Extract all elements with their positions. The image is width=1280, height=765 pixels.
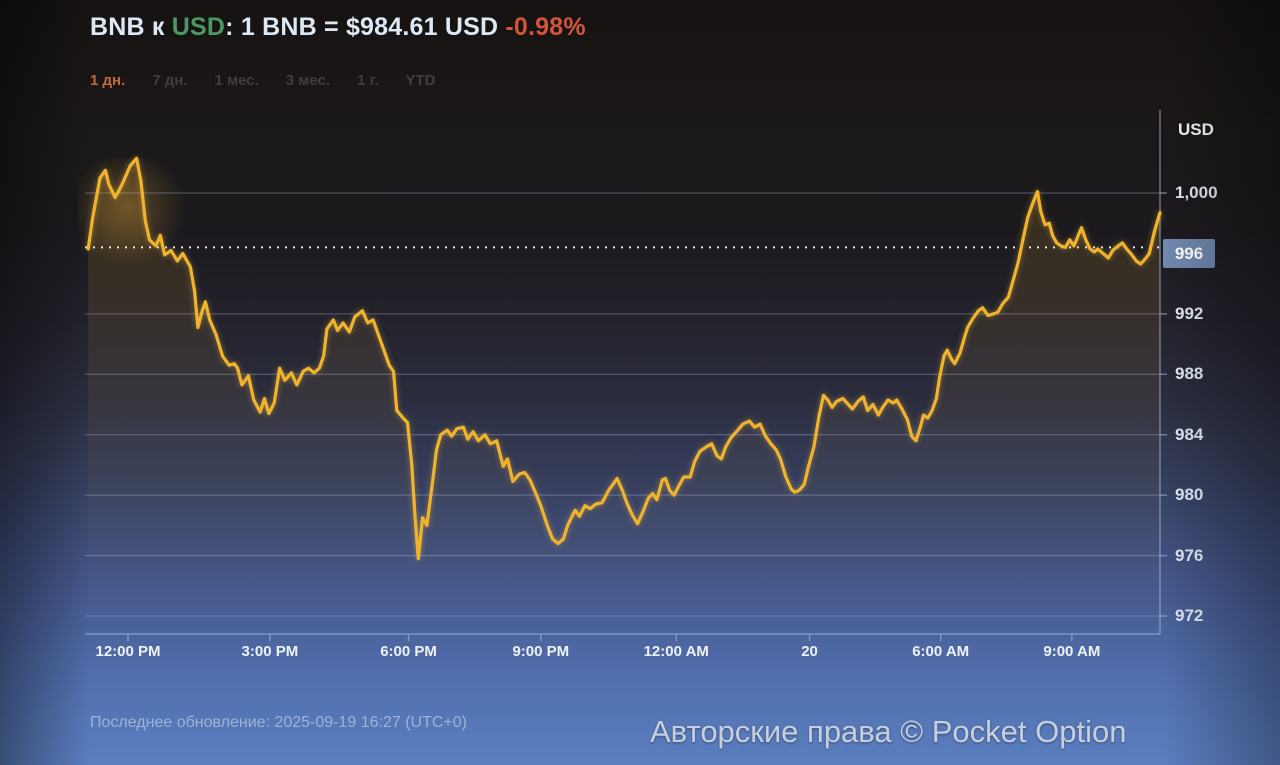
- pair-name: BNB к: [90, 13, 172, 41]
- copyright-watermark: Авторские права © Pocket Option: [650, 714, 1127, 749]
- timeframe-tabs: 1 дн. 7 дн. 1 мес. 3 мес. 1 г. YTD: [90, 72, 436, 89]
- tab-1m[interactable]: 1 мес.: [214, 72, 259, 89]
- tab-ytd[interactable]: YTD: [405, 72, 436, 89]
- tab-3m[interactable]: 3 мес.: [285, 72, 331, 89]
- x-tick-label: 9:00 AM: [1043, 643, 1101, 660]
- rate-text: : 1 BNB = $984.61 USD: [225, 13, 506, 41]
- y-tick-label: 980: [1175, 485, 1204, 505]
- y-tick-label: 992: [1175, 303, 1204, 323]
- y-tick-label: 984: [1175, 424, 1204, 444]
- x-tick-label: 20: [801, 643, 818, 660]
- y-tick-label: 1,000: [1175, 183, 1218, 202]
- last-update-text: Последнее обновление: 2025-09-19 16:27 (…: [90, 714, 467, 731]
- y-tick-label: 972: [1175, 606, 1204, 625]
- y-tick-label: 976: [1175, 545, 1204, 565]
- y-tick-label: 988: [1175, 364, 1204, 384]
- y-axis-title: USD: [1178, 120, 1214, 139]
- x-tick-label: 6:00 AM: [912, 643, 970, 660]
- current-price-value: 996: [1174, 243, 1204, 263]
- tab-1d[interactable]: 1 дн.: [90, 72, 126, 89]
- price-line: [86, 156, 1162, 561]
- change-badge: -0.98%: [505, 13, 586, 41]
- current-price-box: 996: [1163, 239, 1215, 268]
- x-tick-label: 12:00 PM: [95, 643, 161, 660]
- x-tick-label: 9:00 PM: [512, 643, 570, 660]
- x-tick-label: 12:00 AM: [643, 643, 709, 660]
- x-tick-label: 6:00 PM: [380, 643, 437, 660]
- x-tick-label: 3:00 PM: [241, 643, 299, 660]
- area-fill: [88, 158, 1161, 635]
- tab-1y[interactable]: 1 г.: [357, 72, 379, 89]
- tab-7d[interactable]: 7 дн.: [152, 72, 188, 89]
- page-title: BNB к USD: 1 BNB = $984.61 USD -0.98%: [90, 13, 586, 42]
- quote-currency: USD: [171, 13, 226, 41]
